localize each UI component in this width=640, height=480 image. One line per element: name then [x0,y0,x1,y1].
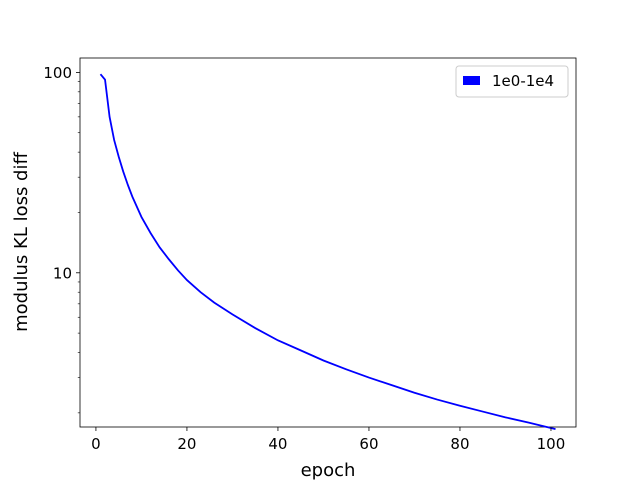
x-tick-label: 80 [450,435,469,453]
plot-area [79,57,577,428]
x-tick-label: 20 [177,435,196,453]
legend: 1e0-1e4 [455,65,569,98]
x-tick-label: 40 [268,435,287,453]
x-axis-label: epoch [301,460,356,480]
legend-swatch [463,76,480,85]
x-tick-label: 60 [359,435,378,453]
x-tick-label: 100 [537,435,566,453]
x-tick-label: 0 [91,435,101,453]
series-layer [99,73,556,430]
y-tick-label: 10 [53,264,72,282]
x-axis: 0 20 40 60 80 100 [91,427,565,453]
series-line-0 [99,73,556,430]
legend-entry: 1e0-1e4 [492,72,554,90]
y-tick-label: 100 [43,64,72,82]
y-axis: 10 100 [43,64,80,414]
legend-box [455,65,569,98]
y-axis-label: modulus KL loss diff [11,152,32,332]
